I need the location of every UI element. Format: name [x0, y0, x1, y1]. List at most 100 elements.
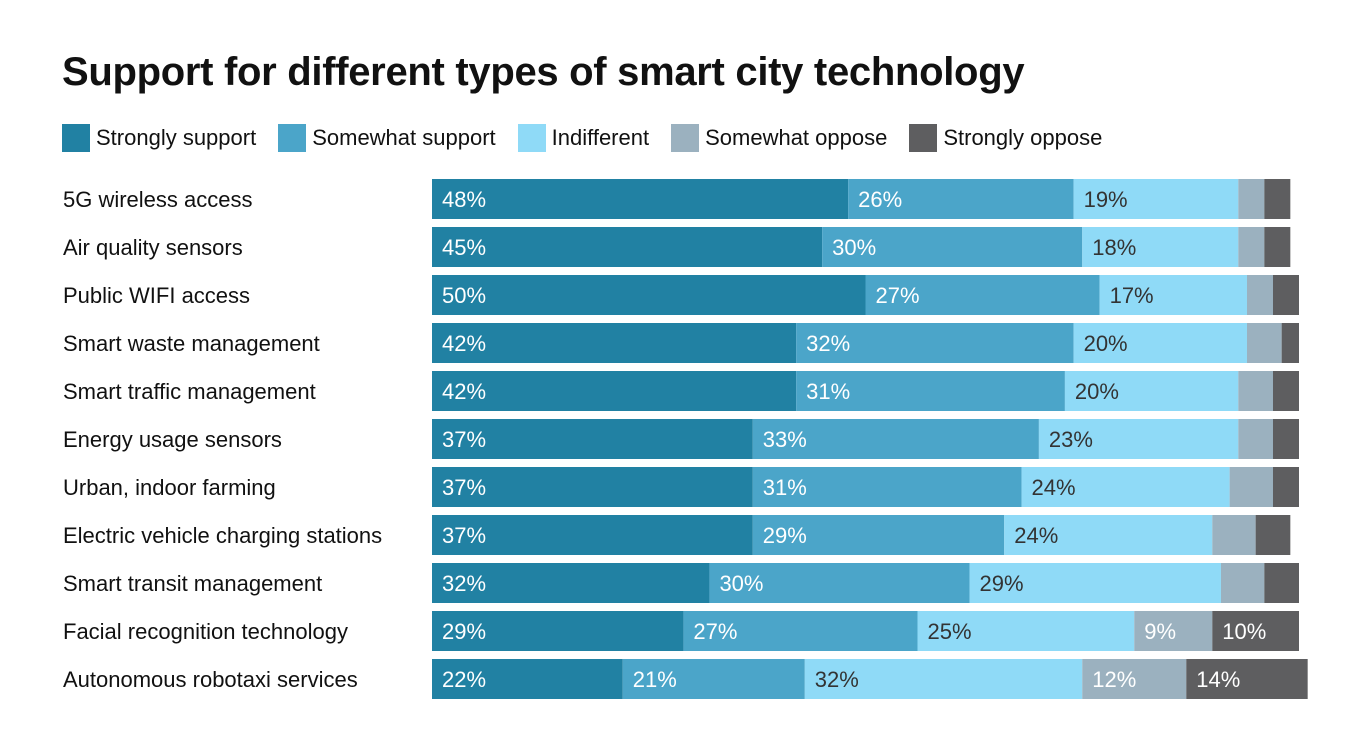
- bar-segment-strongly-support: [432, 275, 866, 315]
- data-label: 29%: [980, 571, 1024, 596]
- data-label: 48%: [442, 187, 486, 212]
- bar-segment-strongly-support: [432, 419, 753, 459]
- bar-segment-strongly-support: [432, 323, 797, 363]
- legend-swatch-strongly-oppose: [909, 124, 938, 152]
- data-label: 33%: [763, 427, 807, 452]
- data-label: 18%: [1092, 235, 1136, 260]
- bar-segment-somewhat-oppose: [1238, 419, 1273, 459]
- data-label: 42%: [442, 331, 486, 356]
- data-label: 29%: [442, 619, 486, 644]
- data-label: 22%: [442, 667, 486, 692]
- data-label: 29%: [763, 523, 807, 548]
- data-label: 32%: [442, 571, 486, 596]
- category-label: Public WIFI access: [63, 283, 250, 308]
- legend-item-somewhat-support: Somewhat support: [278, 124, 496, 152]
- data-label: 12%: [1092, 667, 1136, 692]
- legend-label: Somewhat oppose: [705, 125, 888, 150]
- bar-segment-strongly-oppose: [1272, 419, 1299, 459]
- legend-swatch-somewhat-support: [278, 124, 307, 152]
- data-label: 21%: [633, 667, 677, 692]
- bar-segment-strongly-support: [432, 179, 849, 219]
- data-label: 10%: [1222, 619, 1266, 644]
- data-label: 37%: [442, 523, 486, 548]
- bar-segment-somewhat-oppose: [1134, 611, 1213, 651]
- data-label: 50%: [442, 283, 486, 308]
- bar-segment-strongly-support: [432, 563, 710, 603]
- bar-segment-indifferent: [804, 659, 1083, 699]
- bar-segment-somewhat-oppose: [1238, 371, 1273, 411]
- bar-segment-indifferent: [969, 563, 1221, 603]
- bar-row-electric-vehicle-charging-stations: Electric vehicle charging stations 37% 29%…: [63, 515, 1291, 555]
- bar-row-urban-indoor-farming: Urban, indoor farming 37% 31% 24%: [63, 467, 1299, 507]
- bar-segment-indifferent: [1064, 371, 1239, 411]
- category-label: Autonomous robotaxi services: [63, 667, 358, 692]
- bar-segment-strongly-support: [432, 371, 797, 411]
- data-label: 30%: [719, 571, 763, 596]
- data-label: 45%: [442, 235, 486, 260]
- bar-row-smart-traffic-management: Smart traffic management 42% 31% 20%: [63, 371, 1299, 411]
- bar-segment-strongly-oppose: [1272, 371, 1299, 411]
- data-label: 20%: [1084, 331, 1128, 356]
- bar-segment-strongly-support: [432, 467, 753, 507]
- data-label: 42%: [442, 379, 486, 404]
- legend-item-indifferent: Indifferent: [517, 124, 650, 152]
- bar-segment-somewhat-support: [709, 563, 970, 603]
- bar-segment-indifferent: [1073, 179, 1239, 219]
- legend-swatch-strongly-support: [62, 124, 90, 152]
- legend: Strongly support Somewhat support Indiffer…: [62, 124, 1124, 152]
- bar-segment-strongly-oppose: [1281, 323, 1299, 363]
- bar-segment-strongly-support: [432, 611, 684, 651]
- bar-segment-indifferent: [1099, 275, 1247, 315]
- legend-label: Indifferent: [551, 125, 650, 150]
- bar-segment-strongly-oppose: [1272, 275, 1299, 315]
- bar-row-autonomous-robotaxi-services: Autonomous robotaxi services 22% 21% 32% 12%…: [63, 659, 1308, 699]
- category-label: 5G wireless access: [63, 187, 253, 212]
- legend-item-strongly-support: Strongly support: [62, 124, 256, 152]
- bar-row-5g-wireless-access: 5G wireless access 48% 26% 19%: [63, 179, 1291, 219]
- data-label: 32%: [815, 667, 859, 692]
- data-label: 37%: [442, 475, 486, 500]
- legend-label: Strongly support: [96, 125, 257, 150]
- bar-segment-somewhat-support: [796, 371, 1065, 411]
- bar-segment-indifferent: [917, 611, 1135, 651]
- category-label: Facial recognition technology: [63, 619, 348, 644]
- bar-row-smart-transit-management: Smart transit management 32% 30% 29%: [63, 563, 1299, 603]
- bar-row-energy-usage-sensors: Energy usage sensors 37% 33% 23%: [63, 419, 1299, 459]
- bar-segment-somewhat-oppose: [1212, 515, 1256, 555]
- bar-segment-strongly-oppose: [1264, 563, 1299, 603]
- category-label: Urban, indoor farming: [63, 475, 276, 500]
- legend-swatch-somewhat-oppose: [671, 124, 700, 152]
- data-label: 32%: [806, 331, 850, 356]
- bar-row-public-wifi-access: Public WIFI access 50% 27% 17%: [63, 275, 1299, 315]
- category-label: Air quality sensors: [63, 235, 243, 260]
- data-label: 26%: [858, 187, 902, 212]
- data-label: 31%: [763, 475, 807, 500]
- bar-segment-strongly-oppose: [1255, 515, 1291, 555]
- bar-segment-strongly-oppose: [1186, 659, 1308, 699]
- bar-segment-somewhat-oppose: [1229, 467, 1273, 507]
- bar-segment-somewhat-oppose: [1238, 179, 1265, 219]
- bar-segment-somewhat-support: [796, 323, 1074, 363]
- legend-swatch-indifferent: [517, 124, 546, 152]
- bar-segment-somewhat-support: [752, 419, 1039, 459]
- bar-segment-somewhat-support: [752, 515, 1005, 555]
- bar-segment-strongly-oppose: [1272, 467, 1299, 507]
- bar-segment-somewhat-oppose: [1238, 227, 1265, 267]
- bar-segment-somewhat-support: [865, 275, 1100, 315]
- legend-item-somewhat-oppose: Somewhat oppose: [671, 124, 887, 152]
- legend-label: Somewhat support: [312, 125, 496, 150]
- bar-segment-strongly-support: [432, 659, 623, 699]
- data-label: 19%: [1084, 187, 1128, 212]
- bar-segment-somewhat-oppose: [1220, 563, 1265, 603]
- data-label: 24%: [1014, 523, 1058, 548]
- bar-segment-strongly-support: [432, 227, 823, 267]
- bar-segment-somewhat-oppose: [1246, 323, 1282, 363]
- category-label: Energy usage sensors: [63, 427, 282, 452]
- category-label: Smart transit management: [63, 571, 322, 596]
- data-label: 24%: [1032, 475, 1076, 500]
- bar-segment-somewhat-support: [683, 611, 918, 651]
- data-label: 31%: [806, 379, 850, 404]
- data-label: 14%: [1196, 667, 1240, 692]
- legend-label: Strongly oppose: [943, 125, 1103, 150]
